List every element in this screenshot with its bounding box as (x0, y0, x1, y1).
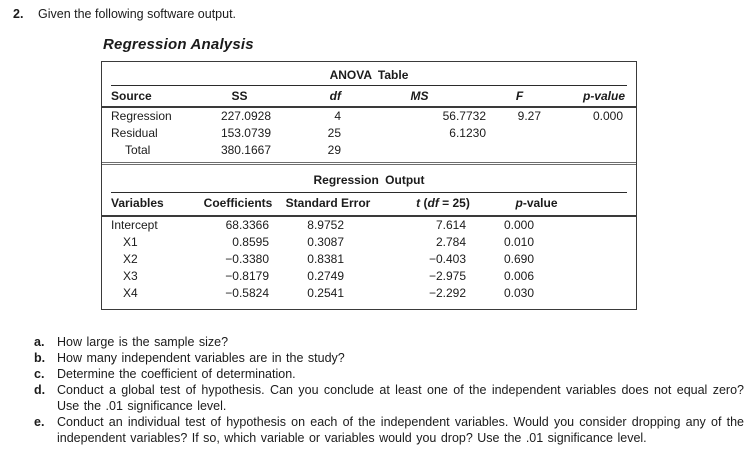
regression-output-title: Regression Output (313, 173, 425, 187)
anova-title-rule (111, 85, 627, 86)
section-divider-rule (102, 162, 636, 165)
question-c: c. Determine the coefficient of determin… (34, 366, 744, 382)
anova-header-p-value: p-value (582, 89, 625, 103)
question-text: Determine the coefficient of determinati… (57, 367, 296, 381)
cell-variable: Intercept (111, 218, 158, 232)
header-coefficients: Coefficients (203, 196, 273, 210)
cell-source: Total (125, 143, 151, 157)
question-b: b. How many independent variables are in… (34, 350, 744, 366)
anova-header-row: Source SS df MS F p-value (102, 86, 636, 106)
cell-df: 29 (327, 143, 341, 157)
problem-number: 2. (13, 7, 24, 21)
cell-coefficient: 0.8595 (232, 235, 269, 249)
anova-row-total: Total 380.1667 29 (102, 142, 636, 159)
question-label: a. (34, 335, 45, 349)
cell-ms: 6.1230 (449, 126, 486, 140)
cell-p-value: 0.690 (504, 252, 535, 266)
cell-t: 2.784 (435, 235, 466, 249)
cell-ms: 56.7732 (442, 109, 486, 123)
cell-df: 4 (334, 109, 341, 123)
header-variables: Variables (111, 196, 164, 210)
cell-f: 9.27 (517, 109, 541, 123)
anova-header-source: Source (111, 89, 152, 103)
question-a: a. How large is the sample size? (34, 334, 744, 350)
question-label: c. (34, 367, 45, 381)
anova-header-f: F (515, 89, 524, 103)
cell-p-value (547, 142, 631, 159)
regression-analysis-title: Regression Analysis (103, 36, 254, 53)
cell-source: Residual (111, 126, 158, 140)
cell-t: −2.975 (428, 269, 466, 283)
header-standard-error: Standard Error (285, 196, 371, 210)
anova-row-regression: Regression 227.0928 4 56.7732 9.27 0.000 (102, 108, 636, 125)
regression-output-header-rule (102, 215, 636, 217)
regression-output-title-rule (111, 192, 627, 193)
cell-coefficient: −0.3380 (225, 252, 269, 266)
cell-p-value: 0.000 (504, 218, 535, 232)
question-list: a. How large is the sample size? b. How … (34, 334, 744, 446)
cell-coefficient: 68.3366 (225, 218, 269, 232)
cell-std-error: 0.2541 (307, 286, 344, 300)
cell-coefficient: −0.5824 (225, 286, 269, 300)
cell-p-value: 0.030 (504, 286, 535, 300)
question-label: b. (34, 351, 46, 365)
question-text: How large is the sample size? (57, 335, 229, 349)
regression-row-x3: X3 −0.8179 0.2749 −2.975 0.006 (102, 268, 636, 285)
cell-f (492, 142, 547, 159)
regression-row-x4: X4 −0.5824 0.2541 −2.292 0.030 (102, 285, 636, 302)
problem-intro: Given the following software output. (38, 7, 237, 21)
cell-df: 25 (327, 126, 341, 140)
question-text: Conduct an individual test of hypothesis… (57, 415, 744, 445)
anova-header-df: df (329, 89, 341, 103)
anova-table-title: ANOVA Table (329, 68, 409, 82)
cell-p-value (547, 125, 631, 142)
regression-row-intercept: Intercept 68.3366 8.9752 7.614 0.000 (102, 217, 636, 234)
cell-f (492, 125, 547, 142)
cell-ss: 227.0928 (220, 109, 271, 123)
question-label: e. (34, 415, 45, 429)
question-text: How many independent variables are in th… (57, 351, 345, 365)
cell-variable: X3 (123, 269, 138, 283)
cell-t: −0.403 (428, 252, 466, 266)
question-text: Conduct a global test of hypothesis. Can… (57, 383, 744, 413)
cell-source: Regression (111, 109, 172, 123)
cell-variable: X1 (123, 235, 138, 249)
cell-ss: 153.0739 (220, 126, 271, 140)
cell-variable: X4 (123, 286, 138, 300)
question-e: e. Conduct an individual test of hypothe… (34, 414, 744, 446)
anova-header-ss: SS (231, 89, 248, 103)
header-p-value: p-value (515, 196, 558, 210)
cell-t: −2.292 (428, 286, 466, 300)
regression-output-header-row: Variables Coefficients Standard Error t … (102, 193, 636, 213)
question-label: d. (34, 383, 46, 397)
cell-std-error: 0.2749 (307, 269, 344, 283)
regression-row-x2: X2 −0.3380 0.8381 −0.403 0.690 (102, 251, 636, 268)
regression-analysis-table: ANOVA Table Source SS df MS F p-value Re… (101, 61, 637, 310)
cell-ms (347, 142, 492, 159)
cell-p-value: 0.010 (504, 235, 535, 249)
anova-header-ms: MS (410, 89, 429, 103)
cell-coefficient: −0.8179 (225, 269, 269, 283)
cell-p-value: 0.000 (592, 109, 623, 123)
cell-p-value: 0.006 (504, 269, 535, 283)
problem-statement: 2. Given the following software output. (0, 0, 754, 22)
header-t-df: t (df = 25) (416, 196, 470, 210)
cell-std-error: 0.3087 (307, 235, 344, 249)
cell-t: 7.614 (435, 218, 466, 232)
question-d: d. Conduct a global test of hypothesis. … (34, 382, 744, 414)
cell-std-error: 0.8381 (307, 252, 344, 266)
anova-row-residual: Residual 153.0739 25 6.1230 (102, 125, 636, 142)
cell-ss: 380.1667 (220, 143, 271, 157)
cell-std-error: 8.9752 (307, 218, 344, 232)
regression-row-x1: X1 0.8595 0.3087 2.784 0.010 (102, 234, 636, 251)
cell-variable: X2 (123, 252, 138, 266)
anova-header-rule (102, 106, 636, 108)
